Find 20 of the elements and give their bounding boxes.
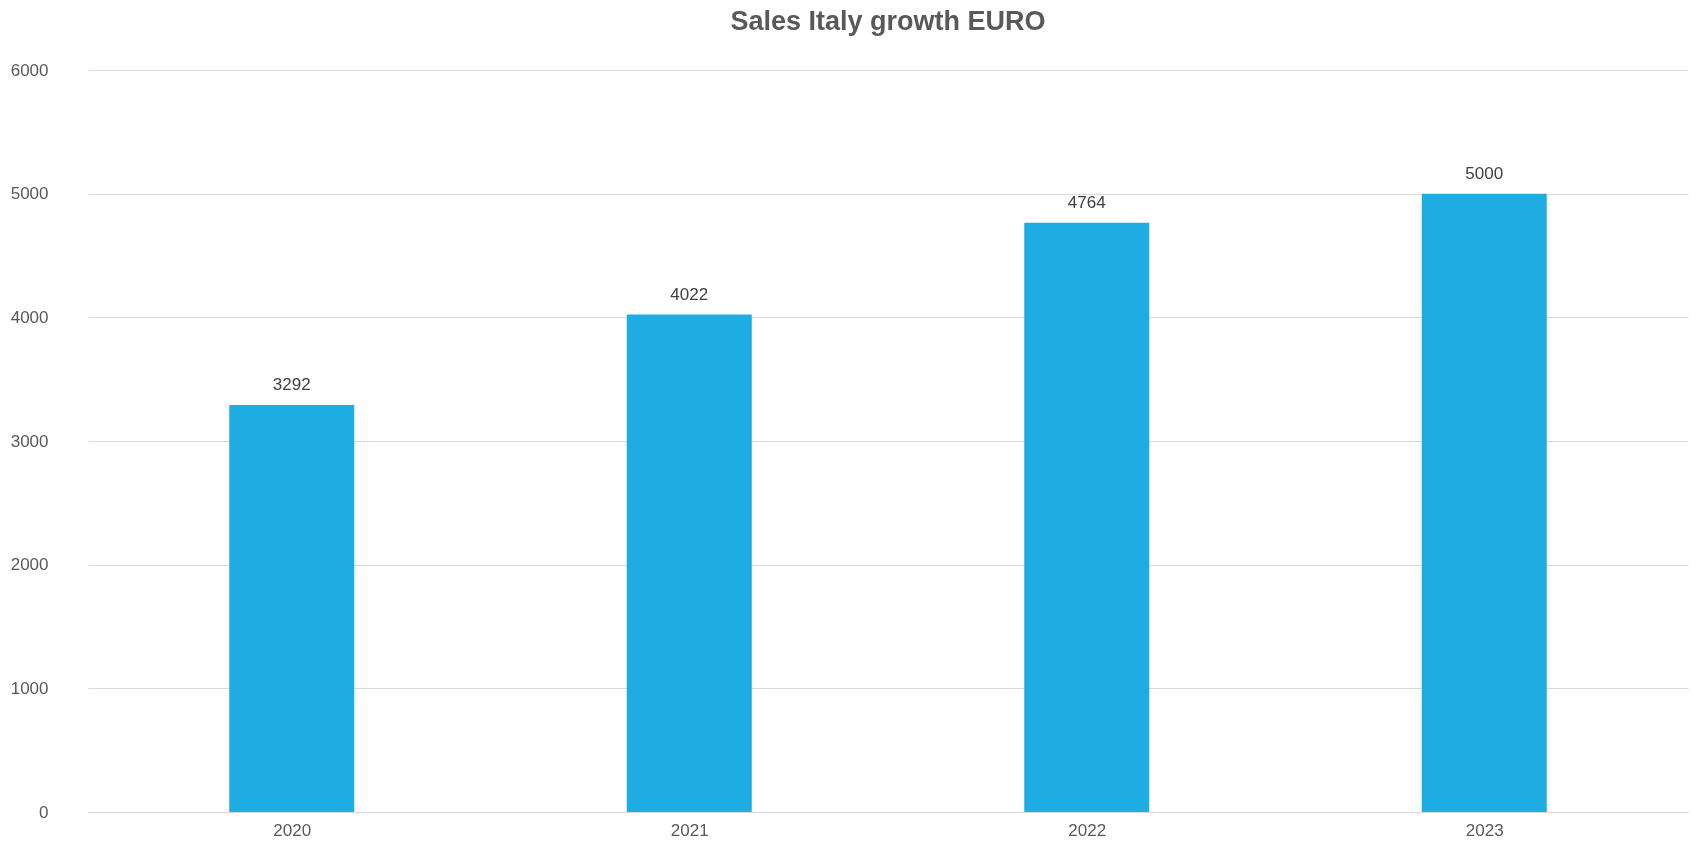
chart-title: Sales Italy growth EURO	[730, 6, 1046, 36]
bar	[1421, 193, 1547, 812]
y-tick-label: 5000	[10, 184, 49, 204]
x-tick-label: 2020	[273, 820, 312, 840]
data-label: 4022	[670, 284, 709, 304]
y-tick-label: 4000	[10, 307, 49, 327]
y-tick-label: 2000	[10, 555, 49, 575]
bar	[229, 404, 355, 812]
y-tick-label: 6000	[10, 60, 49, 80]
x-tick-label: 2022	[1068, 820, 1107, 840]
data-label: 3292	[272, 374, 311, 394]
y-tick-label: 0	[39, 802, 49, 822]
data-label: 5000	[1465, 163, 1504, 183]
y-tick-label: 1000	[10, 678, 49, 698]
x-tick-label: 2021	[670, 820, 709, 840]
bar	[626, 314, 752, 812]
y-tick-label: 3000	[10, 431, 49, 451]
data-label: 4764	[1067, 192, 1106, 212]
bar	[1024, 222, 1150, 812]
x-tick-label: 2023	[1465, 820, 1504, 840]
